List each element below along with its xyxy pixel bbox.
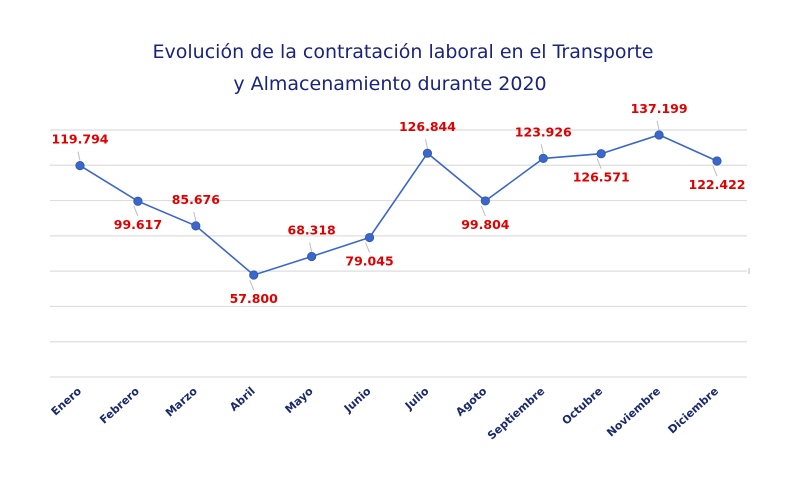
x-tick-label: Noviembre (604, 385, 663, 440)
data-label: 126.571 (573, 170, 630, 185)
x-tick-label: Enero (49, 384, 85, 418)
data-label: 57.800 (230, 291, 279, 306)
chart-title-line-1: Evolución de la contratación laboral en … (153, 41, 654, 63)
markers (75, 130, 722, 280)
data-point-marker (422, 148, 433, 158)
x-tick-label: Octubre (560, 385, 606, 428)
data-label: 122.422 (689, 177, 746, 192)
data-label: 99.617 (114, 217, 162, 232)
x-tick-label: Septiembre (485, 385, 547, 443)
x-tick-label: Junio (341, 384, 374, 415)
chart-title: Evolución de la contratación laboral en … (153, 41, 654, 95)
data-label: 85.676 (172, 192, 221, 207)
data-point-marker (596, 149, 606, 159)
data-point-marker (538, 153, 548, 163)
data-point-marker (480, 196, 490, 206)
gridlines (50, 129, 747, 378)
leader-line (365, 242, 371, 253)
series-line (79, 134, 718, 276)
leader-line (540, 144, 544, 154)
series-polyline (79, 134, 718, 276)
data-point-marker (75, 161, 85, 171)
x-tick-label: Diciembre (666, 385, 721, 437)
leader-line (133, 206, 139, 217)
leader-line (193, 211, 197, 221)
data-point-marker (712, 156, 722, 166)
leader-line (480, 205, 486, 217)
data-point-marker (307, 251, 317, 262)
data-labels: 119.794 99.617 85.676 57.800 68.318 79.045 126… (52, 101, 746, 306)
leader-line (424, 139, 428, 149)
data-label: 79.045 (345, 254, 393, 269)
data-point-marker (249, 270, 259, 280)
data-label: 68.318 (288, 222, 336, 237)
data-label: 137.199 (631, 101, 688, 116)
leader-line (309, 242, 313, 252)
x-tick-label: Julio (402, 384, 432, 413)
x-tick-label: Agoto (453, 384, 489, 419)
x-tick-label: Febrero (97, 384, 142, 426)
leader-line (249, 279, 255, 291)
leader-line (712, 165, 718, 177)
leader-lines (77, 120, 718, 291)
data-label: 119.794 (52, 132, 109, 147)
x-tick-label: Abril (227, 385, 258, 414)
leader-line (596, 158, 602, 169)
leader-line (77, 151, 81, 161)
x-tick-label: Mayo (283, 384, 316, 416)
x-axis-labels: Enero Febrero Marzo Abril Mayo Junio Julio Agot… (49, 384, 721, 442)
data-point-marker (364, 232, 375, 243)
x-tick-label: Marzo (163, 384, 200, 419)
data-label: 126.844 (399, 119, 456, 134)
leader-line (656, 120, 660, 131)
data-point-marker (654, 130, 664, 140)
data-label: 123.926 (515, 124, 572, 139)
chart-title-line-2: y Almacenamiento durante 2020 (233, 73, 546, 95)
data-label: 99.804 (461, 217, 510, 232)
data-point-marker (191, 221, 201, 231)
data-point-marker (133, 196, 143, 206)
